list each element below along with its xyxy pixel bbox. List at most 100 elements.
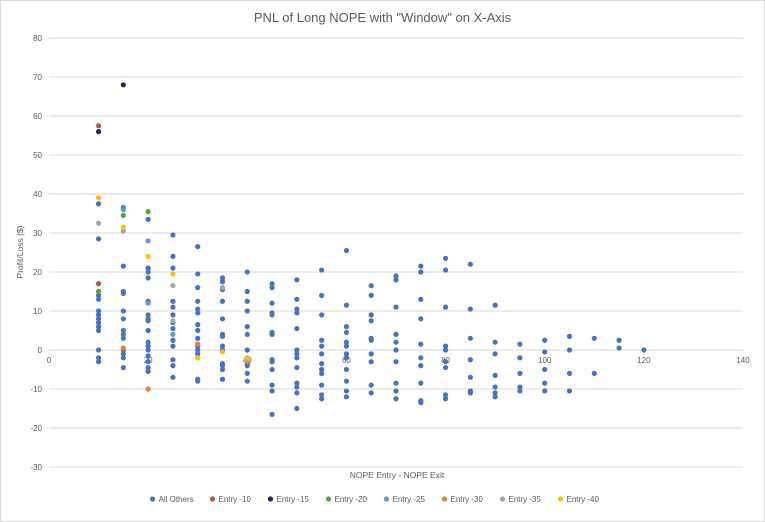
- data-point: [219, 363, 226, 369]
- data-point: [442, 304, 449, 310]
- data-point: [418, 263, 424, 269]
- series-2: [95, 82, 126, 135]
- series-7: [95, 195, 250, 361]
- legend-label: All Others: [159, 495, 194, 504]
- series-1: [95, 123, 102, 287]
- data-point: [517, 384, 523, 390]
- data-point: [319, 267, 325, 273]
- data-point: [393, 277, 399, 283]
- data-point: [393, 396, 399, 402]
- data-point: [95, 359, 102, 365]
- data-point: [319, 366, 325, 373]
- data-point: [120, 335, 126, 341]
- data-point: [244, 378, 250, 384]
- legend-item: Entry -15: [267, 495, 310, 504]
- data-point: [319, 292, 325, 298]
- data-point: [319, 392, 325, 398]
- legend-marker: [267, 496, 274, 502]
- y-tick-label: 30: [33, 229, 42, 238]
- data-point: [294, 347, 300, 353]
- y-axis-title: Profit/Loss ($): [15, 225, 25, 278]
- data-point: [219, 333, 226, 339]
- data-point: [542, 388, 548, 394]
- y-tick-label: -30: [30, 463, 42, 472]
- data-point: [195, 285, 201, 291]
- data-point: [294, 306, 300, 312]
- data-point: [442, 255, 449, 261]
- data-point: [517, 388, 523, 394]
- data-point: [294, 277, 300, 283]
- data-point: [492, 394, 498, 400]
- data-point: [120, 207, 126, 213]
- data-point: [170, 312, 176, 318]
- x-tick-label: 0: [47, 356, 52, 365]
- data-point: [95, 355, 102, 361]
- legend-label: Entry -30: [451, 495, 484, 504]
- data-point: [368, 292, 374, 298]
- data-point: [418, 341, 424, 347]
- data-point: [492, 302, 498, 308]
- data-point: [95, 324, 102, 330]
- data-point: [467, 374, 473, 380]
- data-point: [418, 296, 424, 302]
- data-point: [294, 310, 300, 316]
- legend-item: All Others: [149, 495, 194, 504]
- data-point: [517, 341, 523, 347]
- data-point: [120, 228, 126, 234]
- data-point: [145, 386, 151, 392]
- data-point: [319, 351, 325, 357]
- data-point: [467, 306, 473, 312]
- data-point: [219, 366, 226, 373]
- data-point: [95, 347, 102, 353]
- data-point: [219, 275, 226, 281]
- data-point: [517, 370, 523, 376]
- data-point: [591, 370, 597, 376]
- legend-marker: [325, 496, 332, 502]
- data-point: [195, 347, 201, 353]
- data-point: [343, 388, 350, 394]
- y-tick-label: -10: [30, 385, 42, 394]
- y-axis-ticks: -30 -20 -10 0 10 20 30 40 50 60 70 80: [30, 34, 42, 472]
- data-point: [145, 318, 151, 324]
- data-point: [219, 298, 226, 304]
- data-point: [244, 363, 250, 369]
- data-point: [95, 123, 102, 129]
- data-point: [343, 339, 350, 345]
- data-point: [95, 236, 102, 242]
- data-point: [294, 351, 300, 357]
- data-point: [195, 335, 201, 341]
- data-point: [120, 224, 126, 230]
- data-point: [170, 363, 176, 369]
- data-point: [393, 339, 399, 345]
- data-point: [145, 368, 151, 375]
- data-point: [170, 283, 176, 289]
- data-point: [195, 322, 201, 328]
- y-tick-label: 70: [33, 73, 42, 82]
- data-point: [492, 351, 498, 357]
- data-point: [195, 351, 201, 357]
- data-point: [244, 324, 250, 330]
- data-point: [195, 341, 201, 347]
- data-point: [195, 271, 201, 277]
- data-point: [368, 382, 374, 388]
- legend-label: Entry -10: [219, 495, 252, 504]
- data-point: [269, 281, 275, 287]
- data-point: [442, 359, 449, 365]
- data-point: [95, 195, 102, 201]
- data-point: [294, 380, 300, 386]
- legend-label: Entry -35: [509, 495, 542, 504]
- legend-marker: [149, 496, 156, 502]
- data-point: [170, 337, 176, 343]
- data-point: [368, 312, 374, 318]
- data-point: [145, 347, 151, 353]
- data-point: [95, 201, 102, 207]
- legend-marker: [557, 496, 564, 502]
- data-point: [195, 378, 201, 384]
- data-point: [195, 355, 201, 361]
- data-point: [219, 279, 226, 285]
- data-point: [467, 261, 473, 267]
- data-point: [244, 347, 250, 353]
- data-point: [145, 359, 151, 365]
- data-point: [145, 339, 151, 345]
- chart-title: PNL of Long NOPE with "Window" on X-Axis: [254, 10, 512, 25]
